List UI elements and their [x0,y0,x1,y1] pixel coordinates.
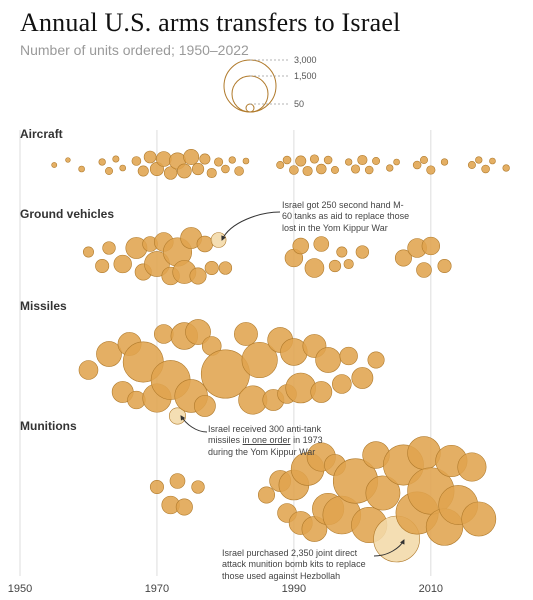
bubble-missiles [194,395,215,416]
row-label-munitions: Munitions [20,419,77,433]
bubble-aircraft [358,155,367,164]
bubble-aircraft [105,167,112,174]
bubble-aircraft [138,166,148,176]
bubble-aircraft [243,158,249,164]
bubble-aircraft [303,166,312,175]
bubble-ground [438,259,451,272]
bubble-missiles [234,322,257,345]
bubble-ground [416,262,431,277]
bubble-aircraft [207,168,216,177]
bubble-aircraft [99,159,106,166]
bubble-aircraft [214,158,222,166]
bubble-ground [344,259,353,268]
bubble-aircraft [79,166,85,172]
legend-circle [246,104,254,112]
legend-value: 50 [294,99,304,109]
bubble-ground [329,260,341,272]
bubble-aircraft [144,151,156,163]
bubble-ground [103,242,116,255]
bubble-ground [190,268,206,284]
bubble-missiles [79,361,98,380]
bubble-aircraft [324,156,332,164]
anno-jdam: Israel purchased 2,350 joint direct atta… [222,548,372,598]
bubble-missiles [332,375,351,394]
bubble-ground [211,232,226,247]
bubble-aircraft [503,165,510,172]
bubble-munitions [462,502,496,536]
bubble-aircraft [482,165,490,173]
anno-m60: Israel got 250 second hand M-60 tanks as… [282,200,410,250]
bubble-ground [197,236,213,252]
bubble-aircraft [52,162,57,167]
bubble-munitions [258,487,274,503]
legend-value: 1,500 [294,71,317,81]
x-axis-label: 1970 [145,583,169,595]
bubble-aircraft [351,165,359,173]
bubble-aircraft [413,161,421,169]
bubble-aircraft [156,151,171,166]
bubble-ground [422,237,440,255]
bubble-aircraft [420,156,427,163]
bubble-ground [95,259,108,272]
bubble-aircraft [372,157,379,164]
bubble-aircraft [394,159,400,165]
x-axis-label: 1950 [8,583,32,595]
bubble-missiles [311,381,332,402]
bubble-munitions [176,499,192,515]
bubble-munitions [408,437,441,470]
bubble-aircraft [441,159,448,166]
bubble-aircraft [184,149,199,164]
bubble-aircraft [489,158,495,164]
bubble-aircraft [113,156,119,162]
bubble-ground [114,255,132,273]
bubble-aircraft [177,164,191,178]
bubble-chart-svg: 19501970199020103,0001,50050AircraftGrou… [0,0,533,600]
anno-antitank: Israel received 300 anti-tank missiles i… [208,424,338,474]
x-axis-label: 2010 [419,583,443,595]
chart-container: Annual U.S. arms transfers to Israel Num… [0,0,533,600]
row-label-aircraft: Aircraft [20,127,63,141]
bubble-aircraft [475,157,482,164]
bubble-aircraft [331,166,338,173]
bubble-aircraft [192,163,204,175]
bubble-ground [205,261,218,274]
bubble-aircraft [221,165,229,173]
bubble-missiles [316,347,341,372]
bubble-ground [305,259,324,278]
bubble-aircraft [365,166,373,174]
bubble-aircraft [468,161,475,168]
bubble-ground [219,262,232,275]
bubble-missiles [154,325,173,344]
bubble-aircraft [427,166,435,174]
bubble-aircraft [386,165,393,172]
bubble-munitions [150,480,163,493]
bubble-aircraft [277,161,284,168]
bubble-aircraft [296,156,306,166]
bubble-aircraft [120,165,126,171]
bubble-aircraft [132,156,141,165]
bubble-ground [83,247,93,257]
anno-arrow-m60 [222,212,280,240]
bubble-aircraft [289,165,298,174]
legend-circle [232,76,268,112]
bubble-aircraft [345,159,352,166]
bubble-missiles [368,352,384,368]
bubble-aircraft [283,156,291,164]
row-label-missiles: Missiles [20,299,67,313]
bubble-munitions [192,481,205,494]
legend-value: 3,000 [294,55,317,65]
bubble-munitions [170,473,185,488]
bubble-aircraft [200,154,210,164]
bubble-munitions [458,453,486,481]
row-label-ground: Ground vehicles [20,207,114,221]
bubble-aircraft [229,157,236,164]
bubble-aircraft [235,166,244,175]
bubble-aircraft [316,164,326,174]
bubble-missiles [340,347,358,365]
bubble-aircraft [310,155,318,163]
bubble-aircraft [66,158,71,163]
bubble-missiles [352,367,373,388]
